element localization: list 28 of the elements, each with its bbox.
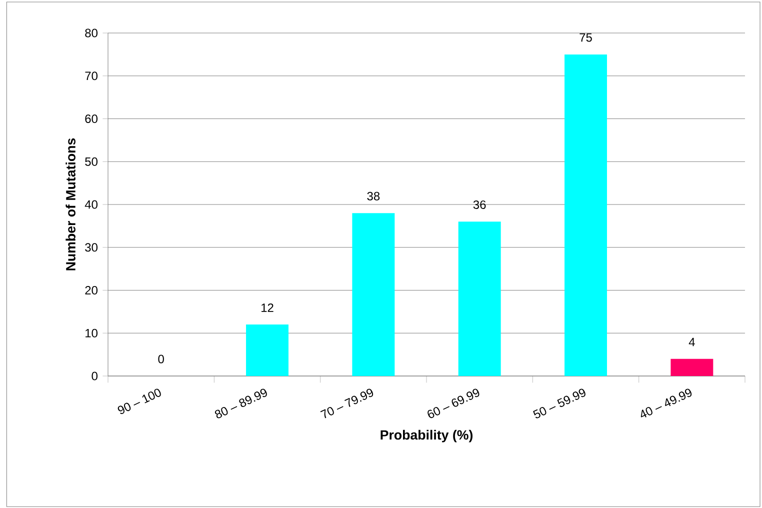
x-tick-label: 80 – 89.99 xyxy=(214,388,267,418)
x-tick-label: 90 – 100 xyxy=(118,388,161,414)
y-tick-label: 0 xyxy=(92,372,98,380)
bar xyxy=(564,54,607,376)
x-tick-label: 70 – 79.99 xyxy=(320,388,374,418)
data-label: 36 xyxy=(473,200,486,209)
y-tick-label: 10 xyxy=(86,328,98,338)
y-tick-label: 70 xyxy=(85,72,98,80)
y-tick-label: 20 xyxy=(85,286,98,295)
y-axis-title: Number of Mutations xyxy=(66,138,76,270)
bar xyxy=(670,358,714,376)
y-tick-label: 50 xyxy=(85,157,98,166)
y-tick-label: 40 xyxy=(84,200,98,209)
data-label: 38 xyxy=(367,192,380,200)
bar xyxy=(352,213,395,376)
y-tick-label: 60 xyxy=(85,114,98,124)
data-label: 75 xyxy=(580,33,592,42)
y-tick-label: 80 xyxy=(85,28,98,38)
x-tick-label: 50 – 59.99 xyxy=(533,388,586,418)
bar xyxy=(458,222,501,376)
y-tick-label: 30 xyxy=(85,243,98,252)
data-label: 4 xyxy=(688,338,695,346)
x-tick-label: 40 – 49.99 xyxy=(640,388,692,418)
bar xyxy=(246,324,288,376)
data-label: 0 xyxy=(158,354,164,364)
x-axis-title: Probability (%) xyxy=(380,430,473,442)
x-tick-label: 60 – 69.99 xyxy=(428,388,480,418)
data-label: 12 xyxy=(262,303,274,312)
